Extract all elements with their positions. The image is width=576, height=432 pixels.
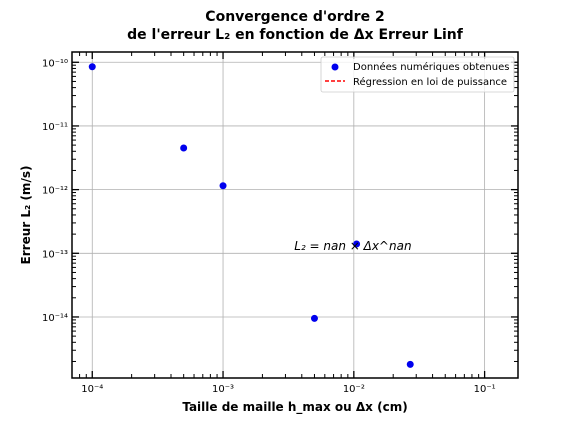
minor-ticks: [72, 52, 518, 378]
data-point: [311, 315, 318, 322]
data-point: [89, 63, 96, 70]
x-tick-label: 10⁻¹: [474, 384, 496, 395]
x-tick-label: 10⁻²: [343, 384, 365, 395]
x-tick-label: 10⁻⁴: [81, 384, 103, 395]
tick-labels: 10⁻⁴ 10⁻³ 10⁻² 10⁻¹ 10⁻¹⁰ 10⁻¹¹ 10⁻¹² 10⁻¹³ 10⁻¹…: [42, 58, 496, 395]
legend-label-regression: Régression en loi de puissance: [353, 76, 507, 88]
chart-title-line2: de l'erreur L₂ en fonction de Δx Erreur …: [127, 27, 464, 43]
data-series: [89, 63, 414, 368]
data-point: [220, 182, 227, 189]
x-tick-label: 10⁻³: [212, 384, 234, 395]
major-ticks: [72, 52, 518, 378]
y-tick-label: 10⁻¹⁴: [42, 313, 68, 324]
x-axis-label: Taille de maille h_max ou Δx (cm): [182, 400, 407, 415]
y-tick-label: 10⁻¹²: [42, 186, 68, 197]
chart-title-line1: Convergence d'ordre 2: [205, 9, 384, 25]
legend-label-data: Données numériques obtenues: [353, 61, 509, 73]
y-tick-label: 10⁻¹³: [42, 249, 68, 260]
y-tick-label: 10⁻¹¹: [42, 122, 68, 133]
y-axis-label: Erreur L₂ (m/s): [19, 166, 33, 265]
data-point: [180, 145, 187, 152]
fit-annotation: L₂ = nan × Δx^nan: [294, 239, 411, 253]
plot-frame: [72, 52, 518, 378]
legend: Données numériques obtenues Régression e…: [321, 57, 514, 92]
data-point: [407, 361, 414, 368]
legend-marker-data: [332, 64, 339, 71]
grid-lines: [72, 52, 518, 378]
y-tick-label: 10⁻¹⁰: [42, 58, 68, 69]
